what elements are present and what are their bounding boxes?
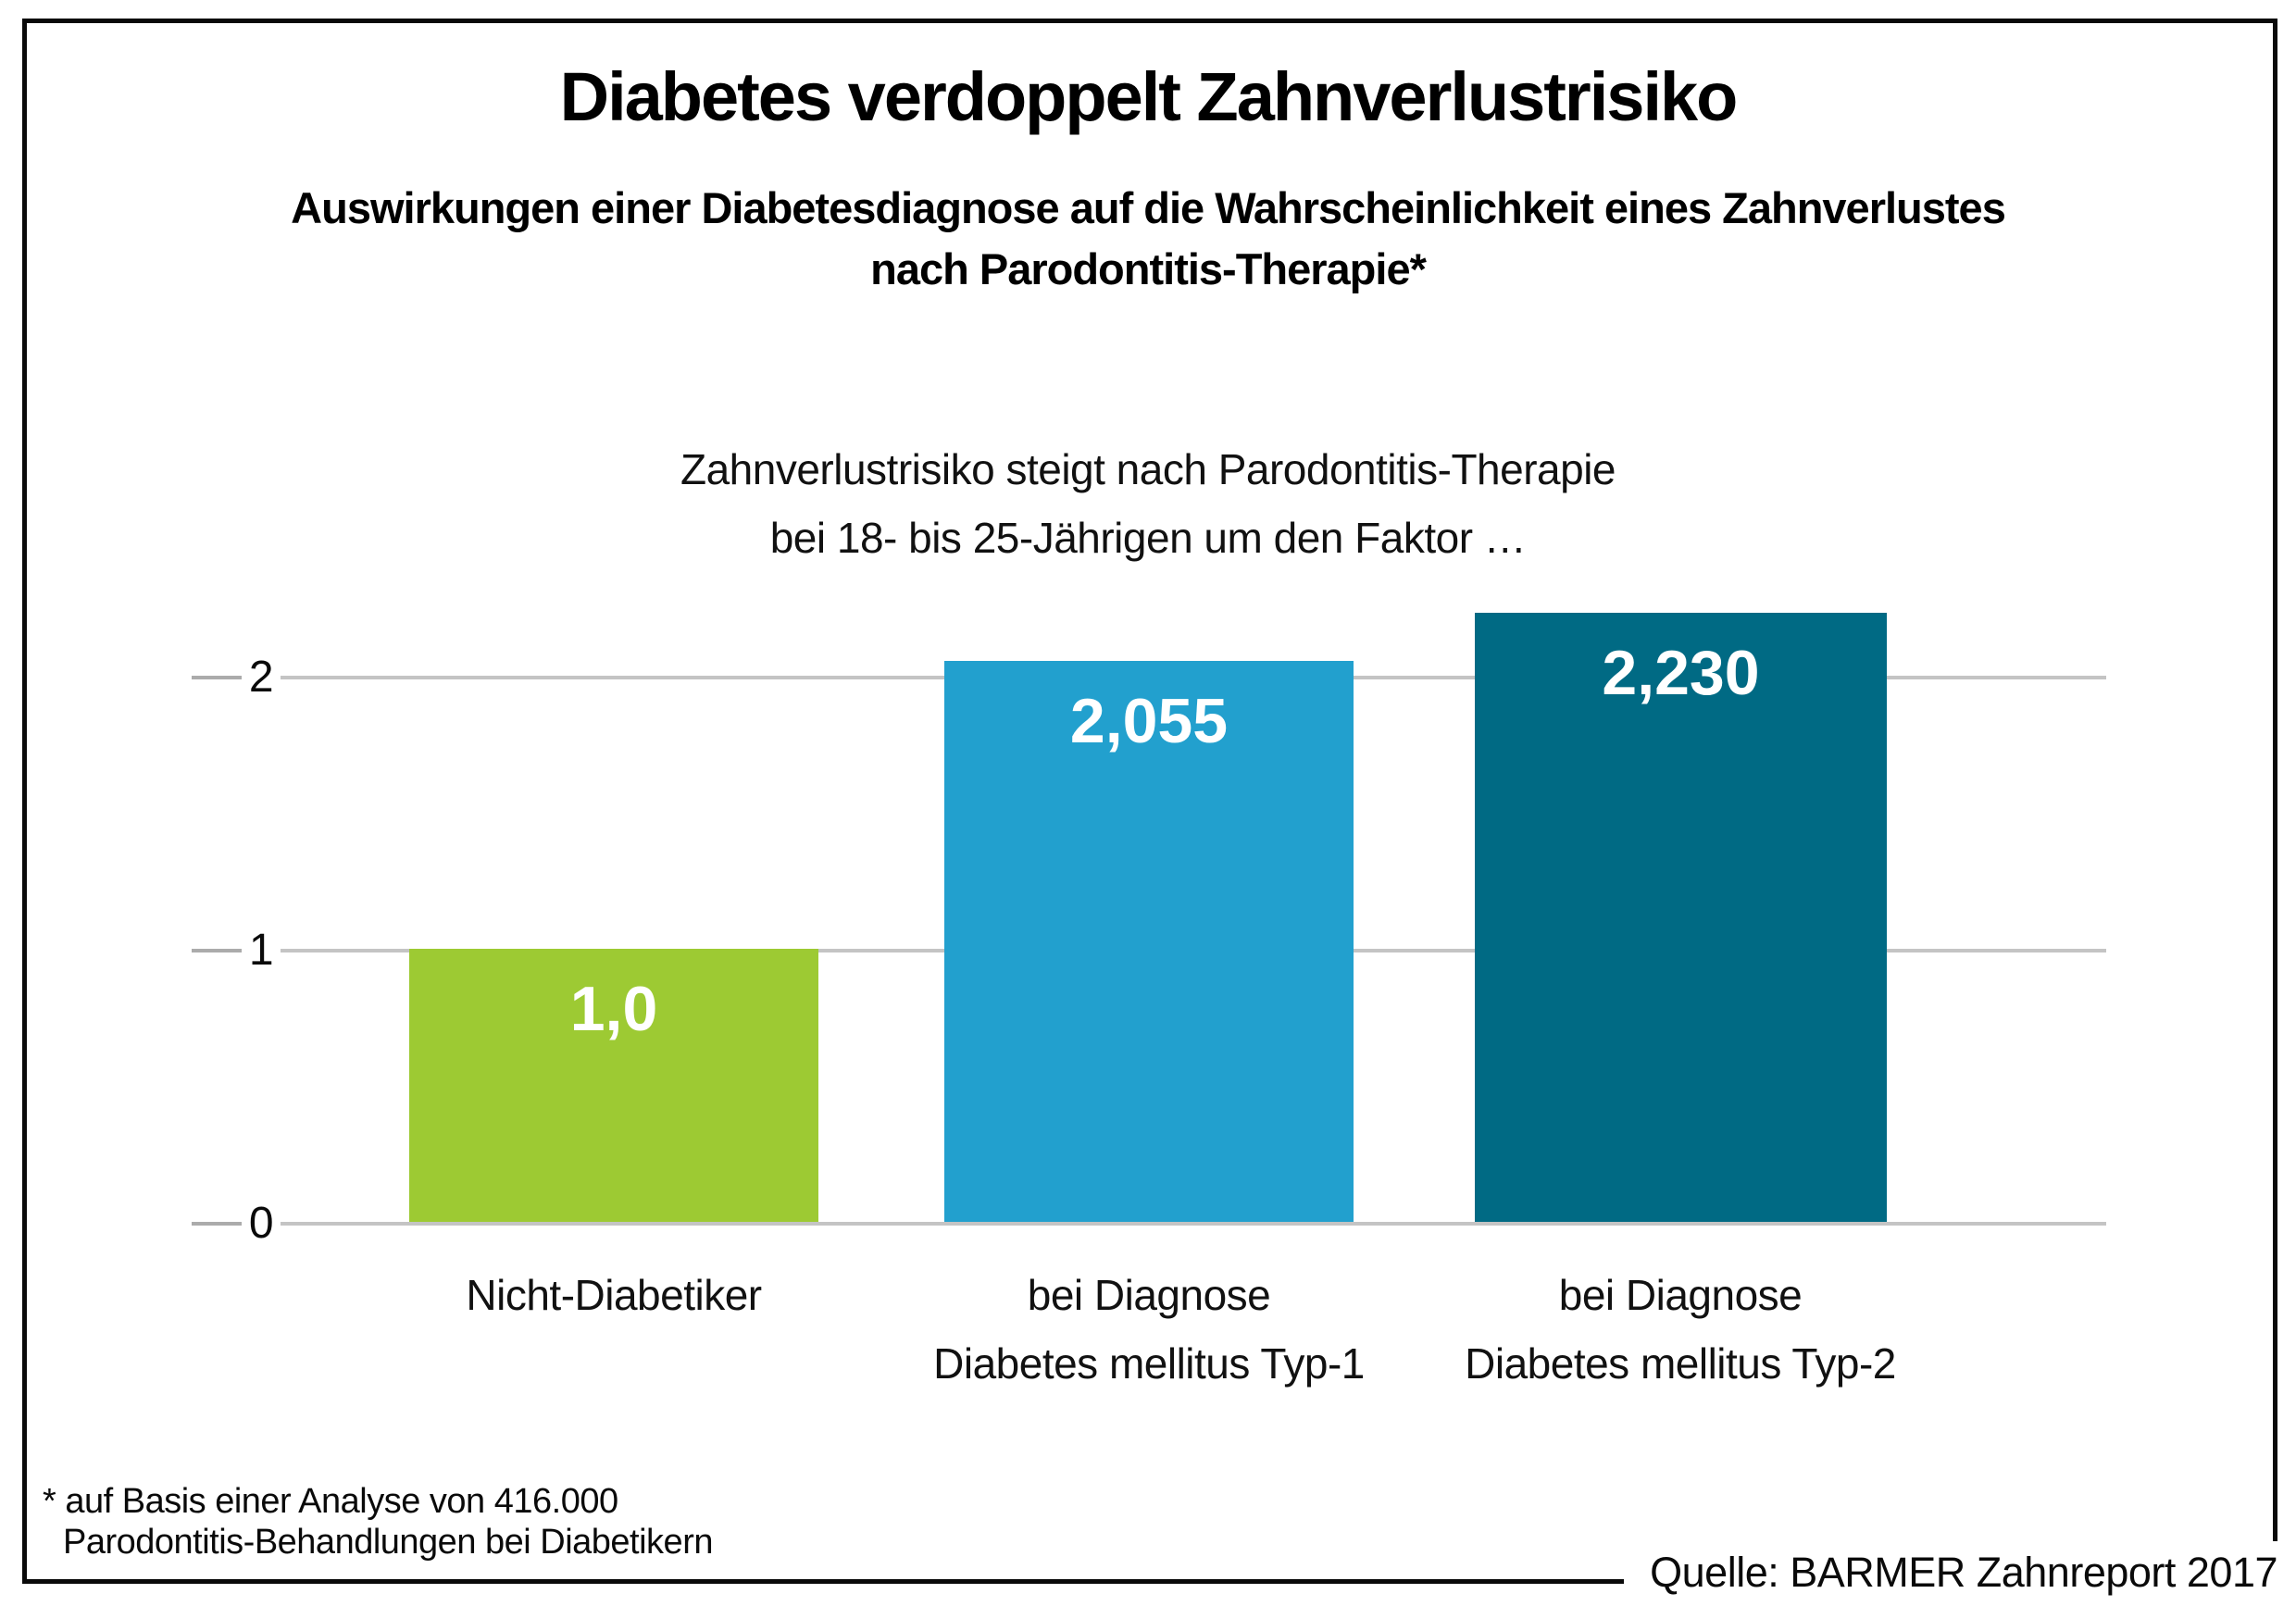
- page-subtitle-line2: nach Parodontitis-Therapie*: [870, 244, 1427, 293]
- y-axis-tick-label: 1: [248, 926, 274, 975]
- page-border-frame: [22, 19, 2277, 1584]
- chart-heading: Zahnverlustrisiko steigt nach Parodontit…: [0, 435, 2296, 572]
- gridline-0: 0: [0, 1199, 2296, 1248]
- y-axis-tick: [192, 676, 242, 679]
- bar-diabetes-typ-2: 2,230: [1475, 613, 1887, 1222]
- page-title: Diabetes verdoppelt Zahnverlustrisiko: [559, 58, 1739, 135]
- source-credit: Quelle: BARMER Zahnreport 2017: [1624, 1541, 2283, 1606]
- footnote: * auf Basis einer Analyse von 416.000 Pa…: [43, 1481, 713, 1562]
- category-line: Diabetes mellitus Typ-2: [1465, 1339, 1896, 1388]
- bar-value-label: 2,230: [1602, 638, 1760, 708]
- category-label-diabetes-typ-1: bei Diagnose Diabetes mellitus Typ-1: [797, 1261, 1501, 1398]
- y-axis-tick: [192, 1222, 242, 1226]
- y-axis-tick-label: 0: [248, 1199, 274, 1248]
- bar-diabetes-typ-1: 2,055: [944, 661, 1354, 1222]
- category-label-diabetes-typ-2: bei Diagnose Diabetes mellitus Typ-2: [1329, 1261, 2032, 1398]
- y-axis-tick: [192, 949, 242, 952]
- chart-heading-line2: bei 18- bis 25-Jährigen um den Faktor …: [769, 514, 1527, 562]
- page-subtitle: Auswirkungen einer Diabetesdiagnose auf …: [0, 178, 2296, 300]
- category-label-nicht-diabetiker: Nicht-Diabetiker: [262, 1261, 966, 1329]
- bar-nicht-diabetiker: 1,0: [409, 949, 818, 1222]
- chart-heading-line1: Zahnverlustrisiko steigt nach Parodontit…: [680, 445, 1616, 493]
- bar-value-label: 1,0: [569, 974, 658, 1044]
- footnote-line1: * auf Basis einer Analyse von 416.000: [43, 1482, 618, 1521]
- y-axis-tick-label: 2: [248, 653, 274, 702]
- footnote-line2: Parodontitis-Behandlungen bei Diabetiker…: [63, 1523, 713, 1562]
- category-line: bei Diagnose: [1027, 1271, 1271, 1319]
- category-line: bei Diagnose: [1558, 1271, 1803, 1319]
- category-line: Diabetes mellitus Typ-1: [933, 1339, 1365, 1388]
- bar-value-label: 2,055: [1069, 686, 1229, 756]
- category-line: Nicht-Diabetiker: [466, 1271, 762, 1319]
- gridline: [281, 1222, 2106, 1226]
- page-subtitle-line1: Auswirkungen einer Diabetesdiagnose auf …: [291, 183, 2006, 232]
